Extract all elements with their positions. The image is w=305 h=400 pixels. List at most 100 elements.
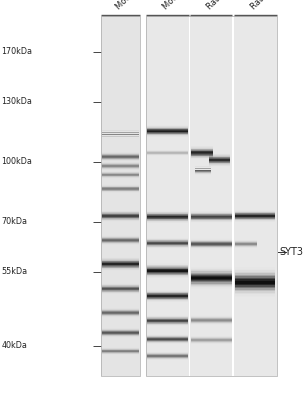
Bar: [147, 125, 188, 126]
Bar: [147, 247, 188, 248]
Bar: [102, 287, 139, 288]
Bar: [102, 241, 139, 242]
Bar: [147, 354, 188, 355]
Bar: [147, 292, 188, 293]
Bar: [147, 246, 188, 247]
Bar: [235, 217, 275, 218]
Bar: [102, 284, 139, 285]
Bar: [102, 152, 139, 153]
Bar: [147, 127, 188, 128]
Bar: [147, 275, 188, 276]
Bar: [191, 243, 232, 244]
Bar: [102, 189, 139, 190]
Bar: [191, 318, 232, 319]
Bar: [102, 349, 139, 350]
Bar: [102, 240, 139, 241]
Bar: [147, 221, 188, 222]
Bar: [102, 353, 139, 354]
Bar: [102, 187, 139, 188]
Bar: [235, 245, 257, 246]
Bar: [102, 130, 139, 131]
Bar: [147, 131, 188, 132]
Bar: [235, 213, 275, 214]
Bar: [147, 274, 188, 275]
Bar: [191, 287, 232, 288]
Bar: [147, 296, 188, 297]
Bar: [147, 213, 188, 214]
Bar: [147, 248, 188, 249]
Bar: [147, 334, 188, 335]
Bar: [147, 300, 188, 301]
Bar: [235, 220, 275, 221]
Bar: [235, 273, 275, 274]
Bar: [146, 16, 277, 376]
Text: SYT3: SYT3: [279, 247, 303, 257]
Bar: [147, 273, 188, 274]
Bar: [235, 282, 275, 284]
Bar: [209, 162, 230, 163]
Bar: [102, 311, 139, 312]
Bar: [102, 351, 139, 352]
Bar: [102, 244, 139, 245]
Bar: [235, 243, 257, 244]
Bar: [209, 166, 230, 167]
Bar: [191, 221, 232, 222]
Bar: [102, 312, 139, 313]
Bar: [102, 348, 139, 349]
Bar: [195, 168, 211, 169]
Bar: [102, 329, 139, 330]
Bar: [235, 272, 275, 273]
Bar: [102, 267, 139, 268]
Bar: [195, 167, 211, 168]
Bar: [147, 211, 188, 212]
Bar: [191, 211, 232, 212]
Bar: [191, 272, 232, 274]
Bar: [102, 185, 139, 186]
Bar: [235, 285, 275, 286]
Bar: [191, 276, 232, 277]
Bar: [102, 268, 139, 269]
Bar: [195, 170, 211, 171]
Bar: [195, 174, 211, 175]
Bar: [102, 309, 139, 310]
Bar: [102, 162, 139, 163]
Bar: [147, 295, 188, 296]
Text: Mouse brain: Mouse brain: [114, 0, 157, 11]
Bar: [102, 315, 139, 316]
Bar: [147, 318, 188, 319]
Bar: [191, 215, 232, 216]
Bar: [191, 270, 232, 271]
Bar: [191, 274, 232, 275]
Bar: [191, 238, 232, 239]
Bar: [102, 289, 139, 290]
Bar: [102, 332, 139, 333]
Bar: [235, 216, 275, 217]
Bar: [102, 214, 139, 215]
Bar: [191, 149, 214, 150]
Bar: [191, 316, 232, 317]
Bar: [147, 291, 188, 292]
Bar: [147, 352, 188, 353]
Bar: [191, 339, 232, 340]
Bar: [191, 321, 232, 322]
Bar: [191, 212, 232, 213]
Bar: [102, 177, 139, 178]
Bar: [191, 214, 232, 215]
Bar: [191, 155, 214, 156]
Bar: [191, 267, 232, 268]
Bar: [102, 212, 139, 213]
Bar: [191, 157, 214, 158]
Bar: [102, 131, 139, 132]
Bar: [235, 279, 275, 280]
Bar: [147, 212, 188, 213]
Bar: [191, 280, 232, 281]
Bar: [191, 284, 232, 285]
Bar: [209, 161, 230, 162]
Bar: [191, 320, 232, 321]
Bar: [102, 334, 139, 335]
Bar: [209, 158, 230, 159]
Bar: [191, 247, 232, 248]
Bar: [102, 292, 139, 293]
Bar: [102, 166, 139, 167]
Bar: [147, 218, 188, 219]
